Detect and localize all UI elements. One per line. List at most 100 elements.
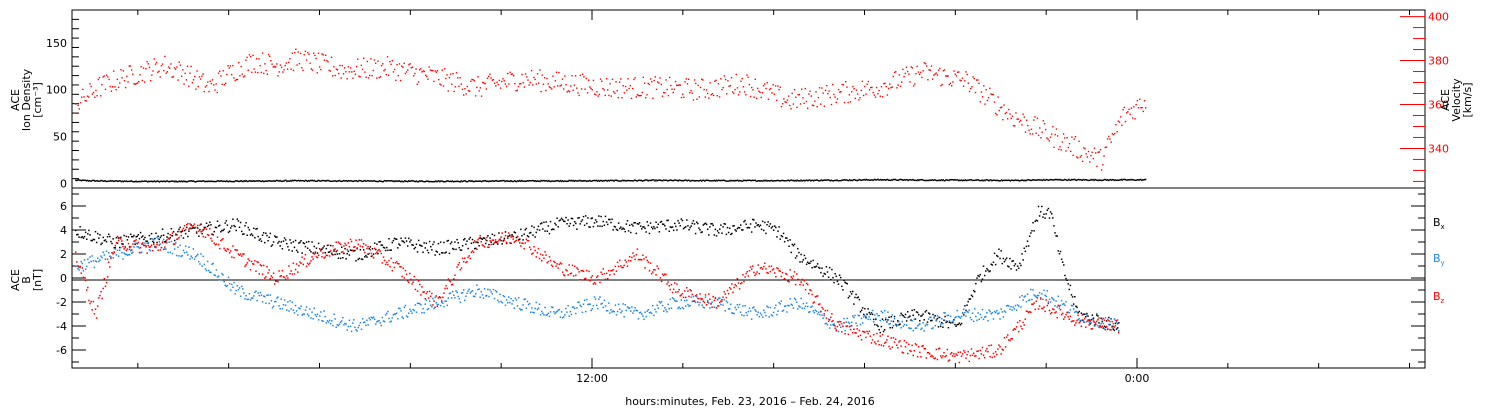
density-point bbox=[859, 179, 862, 181]
density-point bbox=[636, 180, 639, 182]
bz-point bbox=[415, 279, 418, 281]
density-point bbox=[982, 180, 984, 182]
bx-point bbox=[603, 224, 606, 226]
density-point bbox=[1076, 179, 1079, 181]
bx-point bbox=[536, 228, 539, 231]
velocity-point bbox=[904, 72, 906, 75]
velocity-point bbox=[897, 84, 899, 86]
bz-point bbox=[650, 272, 653, 275]
by-point bbox=[912, 329, 914, 332]
bx-point bbox=[394, 238, 397, 240]
density-point bbox=[233, 180, 236, 183]
density-point bbox=[745, 180, 748, 182]
bz-point bbox=[939, 355, 942, 357]
by-point bbox=[167, 251, 169, 254]
by-point bbox=[305, 306, 308, 308]
bz-point bbox=[953, 353, 955, 355]
by-point bbox=[838, 320, 841, 323]
bz-point bbox=[520, 245, 522, 247]
bz-point bbox=[177, 237, 179, 240]
bz-point bbox=[672, 288, 675, 291]
bx-point bbox=[1071, 296, 1074, 298]
density-point bbox=[413, 180, 416, 183]
bz-point bbox=[431, 292, 433, 295]
density-point bbox=[368, 180, 370, 182]
bz-point bbox=[616, 261, 619, 264]
density-point bbox=[760, 179, 762, 182]
velocity-point bbox=[602, 87, 604, 90]
density-point bbox=[410, 180, 413, 182]
density-point bbox=[694, 180, 696, 182]
velocity-point bbox=[873, 94, 876, 96]
velocity-point bbox=[280, 66, 283, 68]
bx-point bbox=[713, 234, 716, 236]
bx-point bbox=[975, 282, 977, 285]
density-point bbox=[299, 179, 302, 182]
density-point bbox=[145, 180, 147, 182]
by-point bbox=[456, 291, 458, 294]
bz-point bbox=[1080, 325, 1083, 328]
density-point bbox=[823, 179, 826, 181]
density-point bbox=[542, 179, 544, 182]
velocity-point bbox=[1105, 146, 1108, 148]
density-point bbox=[1040, 179, 1043, 181]
density-point bbox=[865, 178, 867, 181]
bx-point bbox=[956, 323, 958, 326]
velocity-point bbox=[818, 87, 821, 89]
by-point bbox=[870, 312, 873, 315]
by-point bbox=[254, 291, 256, 294]
density-point bbox=[315, 180, 317, 182]
bx-point bbox=[524, 229, 527, 231]
density-point bbox=[691, 179, 693, 182]
density-point bbox=[741, 180, 744, 182]
velocity-point bbox=[448, 76, 451, 79]
bz-point bbox=[971, 354, 974, 356]
bx-point bbox=[971, 295, 974, 298]
density-point bbox=[105, 180, 107, 183]
by-point bbox=[195, 254, 198, 257]
velocity-point bbox=[1031, 133, 1034, 135]
by-point bbox=[960, 315, 963, 318]
bx-point bbox=[806, 261, 809, 263]
bx-point bbox=[959, 324, 962, 326]
bx-point bbox=[159, 236, 162, 239]
bz-point bbox=[848, 325, 851, 328]
bx-point bbox=[400, 237, 402, 240]
by-point bbox=[1030, 288, 1032, 291]
bx-point bbox=[641, 228, 643, 230]
by-point bbox=[356, 330, 358, 332]
density-point bbox=[905, 178, 907, 181]
bx-point bbox=[943, 319, 945, 321]
bx-point bbox=[471, 238, 474, 241]
by-point bbox=[856, 325, 858, 327]
velocity-point bbox=[624, 85, 627, 88]
bz-point bbox=[106, 276, 109, 278]
by-point bbox=[975, 315, 977, 318]
velocity-point bbox=[518, 83, 521, 85]
bz-point bbox=[758, 272, 761, 275]
density-point bbox=[416, 181, 419, 183]
bx-point bbox=[171, 235, 174, 237]
bx-point bbox=[682, 227, 685, 230]
bx-point bbox=[1115, 328, 1118, 330]
by-point bbox=[719, 297, 721, 299]
velocity-point bbox=[601, 80, 603, 82]
density-point bbox=[243, 180, 245, 182]
by-point bbox=[144, 242, 146, 244]
bz-point bbox=[783, 277, 786, 280]
velocity-point bbox=[1033, 119, 1035, 121]
density-point bbox=[744, 179, 747, 182]
density-point bbox=[945, 179, 947, 181]
legend-by: By bbox=[1433, 252, 1445, 267]
velocity-point bbox=[790, 108, 792, 110]
velocity-point bbox=[1073, 138, 1075, 140]
bx-point bbox=[734, 229, 736, 231]
bz-point bbox=[302, 263, 305, 266]
by-point bbox=[321, 319, 323, 322]
bx-point bbox=[997, 255, 999, 258]
bx-point bbox=[448, 252, 451, 255]
density-point bbox=[1068, 178, 1070, 181]
density-point bbox=[1010, 179, 1013, 181]
bx-point bbox=[838, 274, 841, 276]
bx-point bbox=[868, 311, 871, 314]
